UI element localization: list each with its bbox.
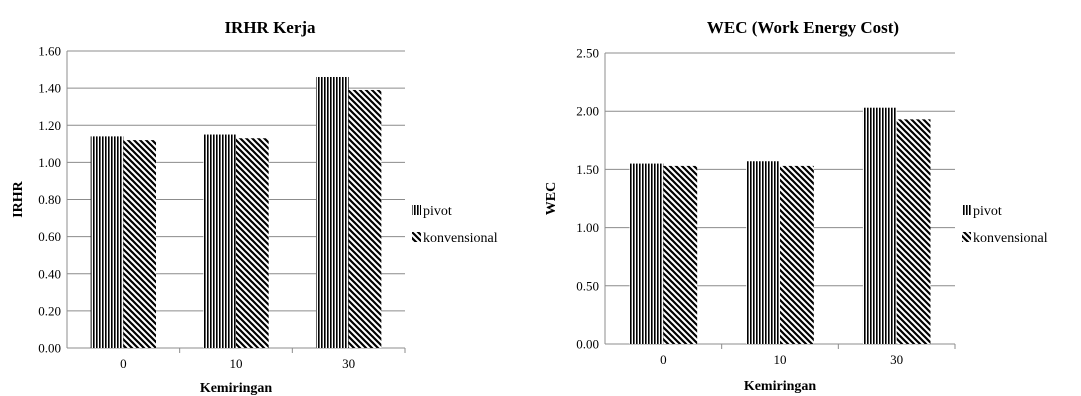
chart-title: WEC (Work Energy Cost) [707, 18, 899, 37]
y-tick-label: 1.50 [576, 162, 599, 177]
legend-label: konvensional [973, 231, 1048, 246]
x-tick-label: 10 [774, 352, 787, 367]
konvensional-legend-icon [962, 232, 971, 242]
legend-label: pivot [973, 204, 1002, 219]
y-axis-title: WEC [544, 182, 559, 215]
chart-1: IRHR Kerja 0.00 0.20 0.40 0.60 0.80 1.00 1.20 1.… [11, 18, 498, 396]
x-axis-title: Kemiringan [200, 381, 273, 396]
bar-pivot-0 [629, 163, 664, 344]
x-axis-title: Kemiringan [744, 379, 817, 394]
x-tick-label: 30 [342, 356, 355, 371]
x-tick-label: 10 [230, 356, 243, 371]
bar-pivot-10 [746, 161, 780, 344]
bar-konvensional-10 [780, 165, 814, 344]
y-tick-label: 1.20 [38, 118, 61, 133]
bar-pivot-30 [862, 107, 897, 344]
y-tick-label: 0.60 [38, 229, 61, 244]
y-tick-label: 0.40 [38, 266, 61, 281]
y-tick-label: 2.00 [576, 104, 599, 119]
bar-konvensional-0 [123, 140, 157, 348]
y-tick-label: 1.60 [38, 44, 61, 59]
pivot-legend-icon [962, 205, 971, 215]
y-tick-label: 1.00 [38, 155, 61, 170]
bar-pivot-10 [203, 134, 236, 348]
y-axis-title: IRHR [11, 180, 26, 217]
bar-pivot-0 [90, 136, 124, 348]
y-tick-label: 0.80 [38, 192, 61, 207]
bar-pivot-30 [315, 76, 349, 349]
legend-label: konvensional [423, 231, 498, 246]
pivot-legend-icon [412, 205, 421, 215]
legend-label: pivot [423, 204, 452, 219]
y-tick-label: 1.00 [576, 220, 599, 235]
x-tick-label: 30 [890, 352, 903, 367]
chart-2: WEC (Work Energy Cost) 0.00 0.50 1.00 1.50 2.… [544, 18, 1048, 394]
bar-konvensional-10 [236, 138, 269, 348]
bar-konvensional-0 [663, 165, 698, 344]
chart-title: IRHR Kerja [224, 18, 316, 37]
bar-konvensional-30 [348, 89, 382, 348]
y-tick-label: 0.00 [576, 337, 599, 352]
x-tick-label: 0 [120, 356, 127, 371]
konvensional-legend-icon [412, 232, 421, 242]
x-tick-label: 0 [660, 352, 667, 367]
y-tick-label: 1.40 [38, 81, 61, 96]
bar-konvensional-30 [896, 119, 931, 345]
y-tick-label: 0.00 [38, 341, 61, 356]
y-tick-label: 0.20 [38, 303, 61, 318]
y-tick-label: 2.50 [576, 46, 599, 61]
y-tick-label: 0.50 [576, 278, 599, 293]
